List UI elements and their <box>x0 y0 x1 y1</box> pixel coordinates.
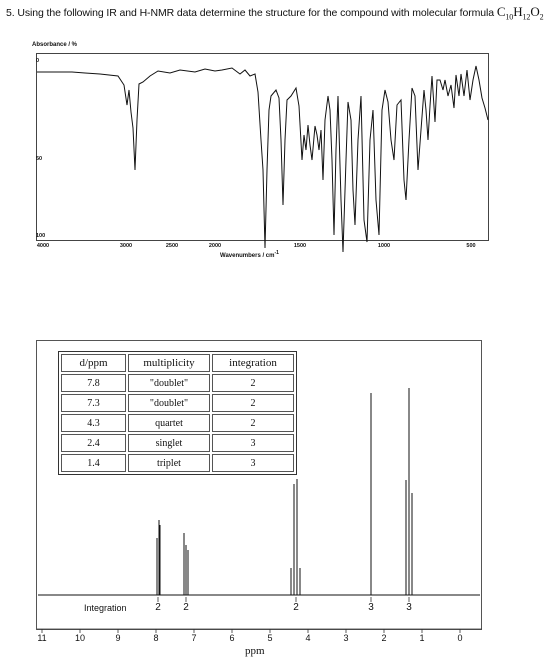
table-row: 4.3 quartet 2 <box>61 414 294 432</box>
integration-marks <box>157 597 410 602</box>
question-prompt: 5. Using the following IR and H-NMR data… <box>6 7 494 19</box>
integration-label: Integration <box>84 603 127 613</box>
ir-x-tick-1000: 1000 <box>377 243 391 249</box>
ppm-tick: 3 <box>343 633 349 643</box>
integration-value: 3 <box>368 602 374 613</box>
ir-spectrum-plot <box>36 53 489 241</box>
ir-y-axis-label: Absorbance / % <box>32 42 78 48</box>
ppm-axis-label: ppm <box>245 645 265 657</box>
nmr-peaks <box>156 388 413 595</box>
ir-y-tick-0: 0 <box>36 58 40 64</box>
ir-x-tick-2000: 2000 <box>208 243 222 249</box>
header-integration: integration <box>212 354 294 372</box>
ppm-tick: 9 <box>115 633 121 643</box>
ppm-tick: 5 <box>267 633 273 643</box>
ppm-tick: 11 <box>37 633 47 643</box>
ir-trace <box>37 65 489 253</box>
nmr-data-table: d/ppm multiplicity integration 7.8 "doubl… <box>58 351 297 475</box>
ppm-tick: 1 <box>419 633 425 643</box>
ppm-tick: 4 <box>305 633 311 643</box>
table-row: 1.4 triplet 3 <box>61 454 294 472</box>
ir-x-tick-2500: 2500 <box>165 243 179 249</box>
molecular-formula: C10H12O2 <box>496 4 544 22</box>
ir-x-tick-3000: 3000 <box>119 243 133 249</box>
table-row: 7.3 "doublet" 2 <box>61 394 294 412</box>
table-row: 7.8 "doublet" 2 <box>61 374 294 392</box>
ppm-tick: 10 <box>74 633 86 643</box>
question-text: 5. Using the following IR and H-NMR data… <box>6 4 544 22</box>
integration-value: 2 <box>183 602 189 613</box>
nmr-table-header-row: d/ppm multiplicity integration <box>61 354 294 372</box>
ir-y-tick-50: 50 <box>36 156 43 162</box>
ppm-tick: 6 <box>229 633 235 643</box>
integration-value: 2 <box>155 602 161 613</box>
ppm-tick: 0 <box>457 633 463 643</box>
ir-x-tick-4000: 4000 <box>36 243 50 249</box>
ir-y-tick-100: 100 <box>36 233 46 239</box>
integration-value: 2 <box>293 602 299 613</box>
ppm-tick: 2 <box>381 633 387 643</box>
nmr-axis-ticks <box>41 629 461 633</box>
nmr-spectrum-frame <box>36 340 482 630</box>
header-multiplicity: multiplicity <box>128 354 210 372</box>
ir-x-tick-1500: 1500 <box>293 243 307 249</box>
header-shift: d/ppm <box>61 354 126 372</box>
table-row: 2.4 singlet 3 <box>61 434 294 452</box>
ir-x-axis-label: Wavenumbers / cm-1 <box>220 250 279 259</box>
ppm-tick: 7 <box>191 633 197 643</box>
ir-x-tick-500: 500 <box>466 243 476 249</box>
ppm-tick: 8 <box>153 633 159 643</box>
integration-value: 3 <box>406 602 412 613</box>
